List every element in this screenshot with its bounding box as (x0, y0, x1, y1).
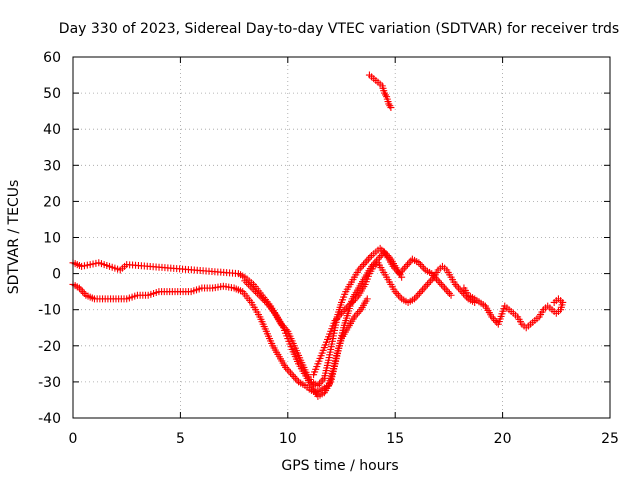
data-point (425, 279, 433, 287)
data-point (394, 291, 402, 299)
data-point (77, 286, 85, 294)
data-point (79, 288, 87, 296)
y-tick-label: 50 (43, 86, 61, 102)
data-point (437, 280, 445, 288)
data-point (358, 262, 366, 270)
chart-title: Day 330 of 2023, Sidereal Day-to-day VTE… (59, 21, 619, 37)
data-point (400, 264, 408, 272)
data-point (444, 288, 452, 296)
data-point (434, 277, 442, 285)
y-tick-labels: -40 -30 -20 -10 0 10 20 30 40 50 60 (38, 50, 61, 427)
data-point (456, 286, 464, 294)
data-point (286, 369, 294, 377)
data-point (285, 367, 293, 375)
data-point (420, 284, 428, 292)
x-tick-label: 5 (176, 431, 185, 447)
data-point (407, 257, 415, 265)
data-point (248, 284, 256, 292)
x-tick-label: 20 (494, 431, 512, 447)
data-point (423, 280, 431, 288)
data-point (290, 372, 298, 380)
x-tick-labels: 0 5 10 15 20 25 (69, 431, 619, 447)
data-point (376, 253, 384, 261)
data-point (250, 286, 258, 294)
series-trace-b (69, 248, 406, 400)
data-point (396, 293, 404, 301)
x-axis-label: GPS time / hours (281, 458, 398, 474)
y-tick-label: -40 (38, 411, 61, 427)
y-tick-label: -30 (38, 375, 61, 391)
data-point (366, 253, 374, 261)
data-point (354, 309, 362, 317)
data-point (417, 288, 425, 296)
data-point (387, 104, 395, 112)
y-tick-label: 0 (52, 267, 61, 283)
data-point (453, 282, 461, 290)
y-tick-label: 20 (43, 194, 61, 210)
data-point (439, 282, 447, 290)
series-trace-e (365, 71, 395, 112)
y-axis-label: SDTVAR / TECUs (6, 180, 22, 295)
data-point (442, 286, 450, 294)
y-tick-label: 40 (43, 122, 61, 138)
x-tick-label: 15 (386, 431, 404, 447)
series-trace-c (241, 244, 455, 390)
data-point (447, 291, 455, 299)
x-tick-label: 10 (279, 431, 297, 447)
y-tick-label: 60 (43, 50, 61, 66)
data-point (356, 264, 364, 272)
x-tick-label: 25 (601, 431, 619, 447)
data-point (418, 262, 426, 270)
data-point (363, 295, 371, 303)
data-point (361, 259, 369, 267)
data-point (414, 291, 422, 299)
data-point (415, 289, 423, 297)
grid-lines (73, 57, 610, 418)
data-point (364, 255, 372, 263)
data-point (412, 293, 420, 301)
y-tick-label: 10 (43, 231, 61, 247)
data-point (550, 298, 558, 306)
data-point (386, 102, 394, 110)
data-point (402, 262, 410, 270)
y-tick-label: -10 (38, 303, 61, 319)
series-trace-a (69, 280, 371, 397)
data-point (422, 282, 430, 290)
series-trace-f (460, 284, 567, 332)
data-point (246, 282, 254, 290)
data-point (419, 286, 427, 294)
data-point (420, 264, 428, 272)
data-point (393, 289, 401, 297)
data-point (339, 308, 347, 316)
y-tick-label: 30 (43, 158, 61, 174)
data-point (293, 376, 301, 384)
axis-ticks (72, 56, 611, 419)
data-points (69, 71, 567, 400)
data-point (288, 371, 296, 379)
data-point (360, 261, 368, 269)
data-point (441, 284, 449, 292)
data-point (416, 261, 424, 269)
data-point (363, 257, 371, 265)
data-point (491, 317, 499, 325)
x-tick-label: 0 (69, 431, 78, 447)
data-point (404, 261, 412, 269)
data-point (445, 289, 453, 297)
series-trace-d (310, 259, 479, 379)
data-point (436, 279, 444, 287)
y-tick-label: -20 (38, 339, 61, 355)
data-point (382, 91, 390, 99)
data-point (291, 374, 299, 382)
